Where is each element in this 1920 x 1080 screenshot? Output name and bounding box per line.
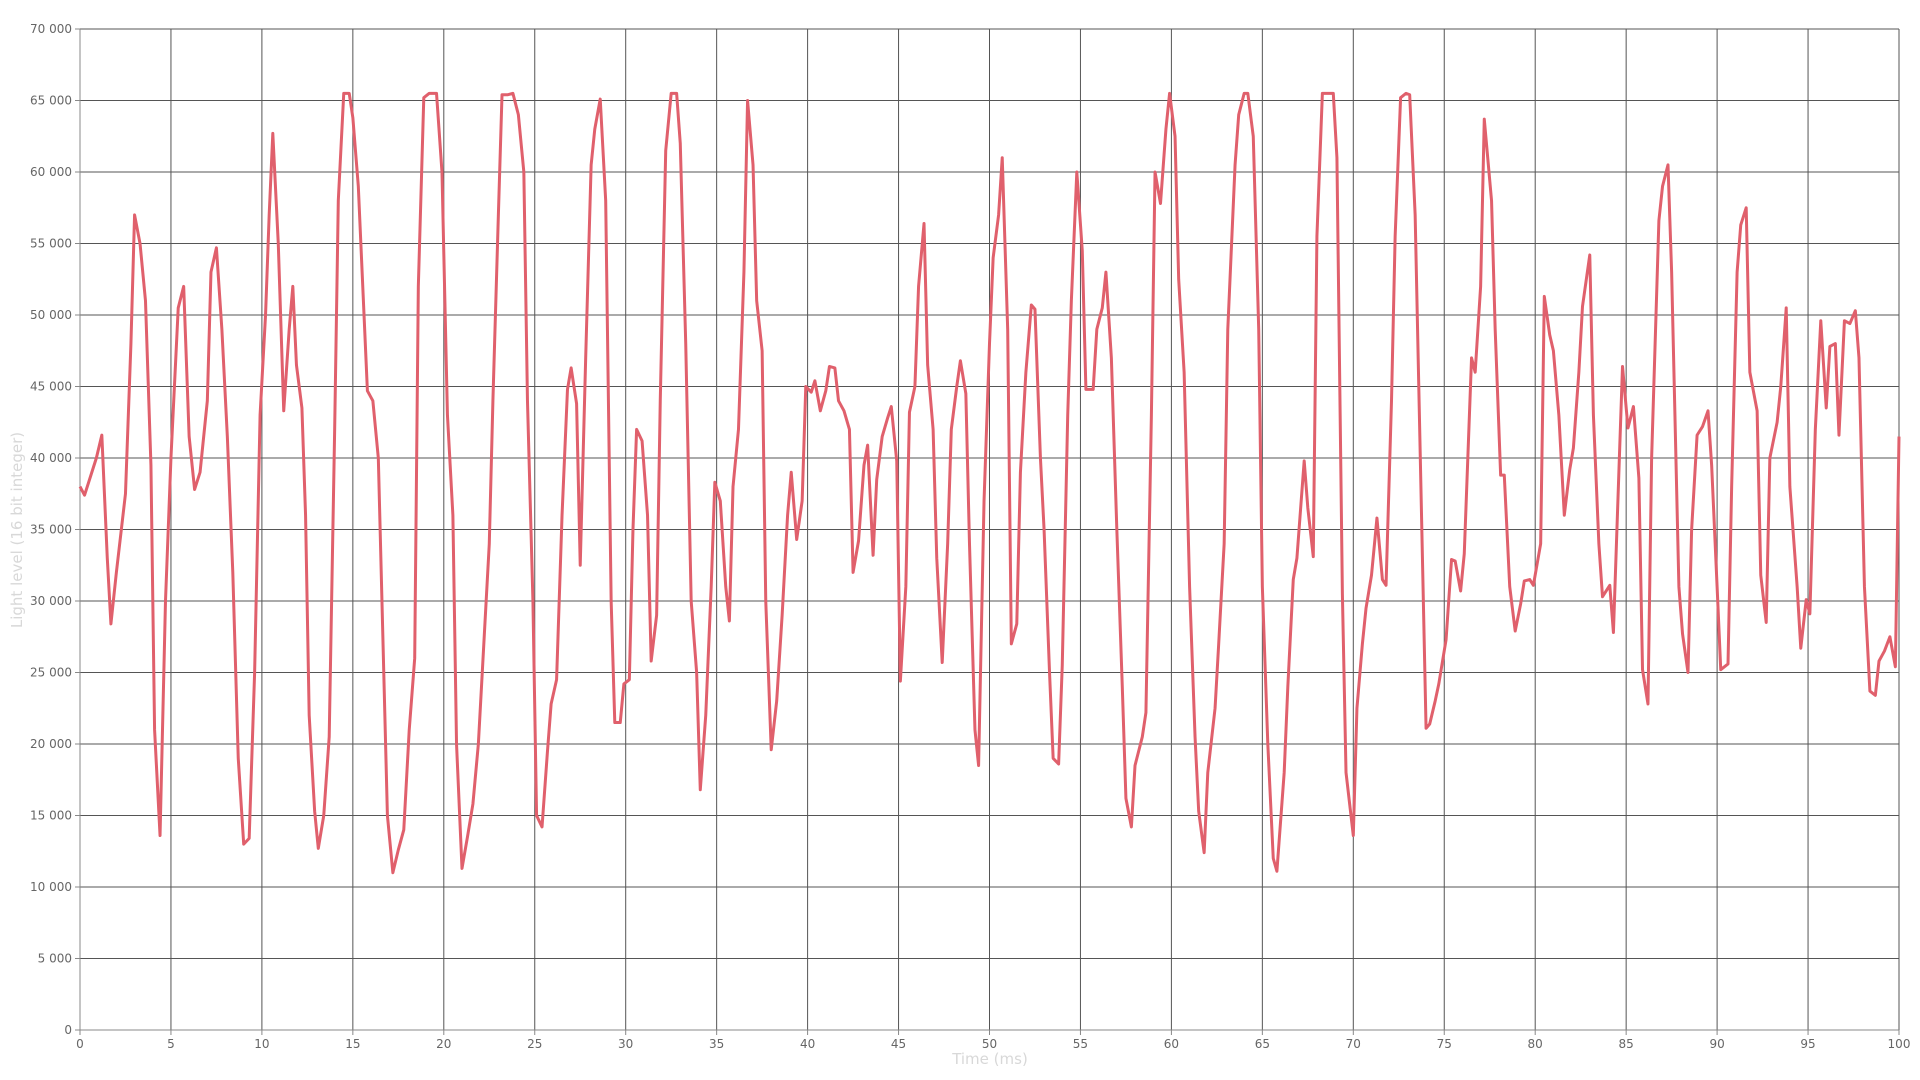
- y-tick-label: 0: [64, 1023, 72, 1037]
- y-tick-label: 40 000: [30, 451, 72, 465]
- x-tick-label: 40: [800, 1037, 815, 1051]
- y-tick-label: 50 000: [30, 308, 72, 322]
- y-tick-label: 45 000: [30, 380, 72, 394]
- y-tick-label: 60 000: [30, 165, 72, 179]
- x-tick-label: 30: [618, 1037, 633, 1051]
- y-tick-label: 55 000: [30, 237, 72, 251]
- x-tick-label: 80: [1528, 1037, 1543, 1051]
- y-tick-label: 35 000: [30, 523, 72, 537]
- x-tick-label: 25: [527, 1037, 542, 1051]
- y-tick-label: 5 000: [38, 952, 72, 966]
- x-tick-label: 70: [1346, 1037, 1361, 1051]
- x-tick-label: 75: [1437, 1037, 1452, 1051]
- x-tick-label: 50: [982, 1037, 997, 1051]
- x-tick-label: 35: [709, 1037, 724, 1051]
- x-tick-label: 15: [345, 1037, 360, 1051]
- x-tick-label: 55: [1073, 1037, 1088, 1051]
- x-tick-label: 45: [891, 1037, 906, 1051]
- x-tick-label: 85: [1619, 1037, 1634, 1051]
- x-tick-label: 20: [436, 1037, 451, 1051]
- y-tick-label: 20 000: [30, 737, 72, 751]
- y-tick-label: 25 000: [30, 666, 72, 680]
- x-tick-label: 65: [1255, 1037, 1270, 1051]
- x-tick-label: 90: [1709, 1037, 1724, 1051]
- y-tick-label: 10 000: [30, 880, 72, 894]
- data-line: [78, 91, 1901, 875]
- y-tick-label: 15 000: [30, 809, 72, 823]
- x-tick-label: 0: [76, 1037, 84, 1051]
- x-tick-label: 5: [167, 1037, 175, 1051]
- y-tick-label: 65 000: [30, 94, 72, 108]
- x-tick-label: 100: [1888, 1037, 1911, 1051]
- x-tick-label: 60: [1164, 1037, 1179, 1051]
- x-tick-label: 95: [1800, 1037, 1815, 1051]
- x-axis-title: Time (ms): [951, 1050, 1028, 1068]
- y-axis-title: Light level (16 bit integer): [8, 432, 26, 628]
- y-tick-label: 30 000: [30, 594, 72, 608]
- y-tick-label: 70 000: [30, 22, 72, 36]
- x-tick-label: 10: [254, 1037, 269, 1051]
